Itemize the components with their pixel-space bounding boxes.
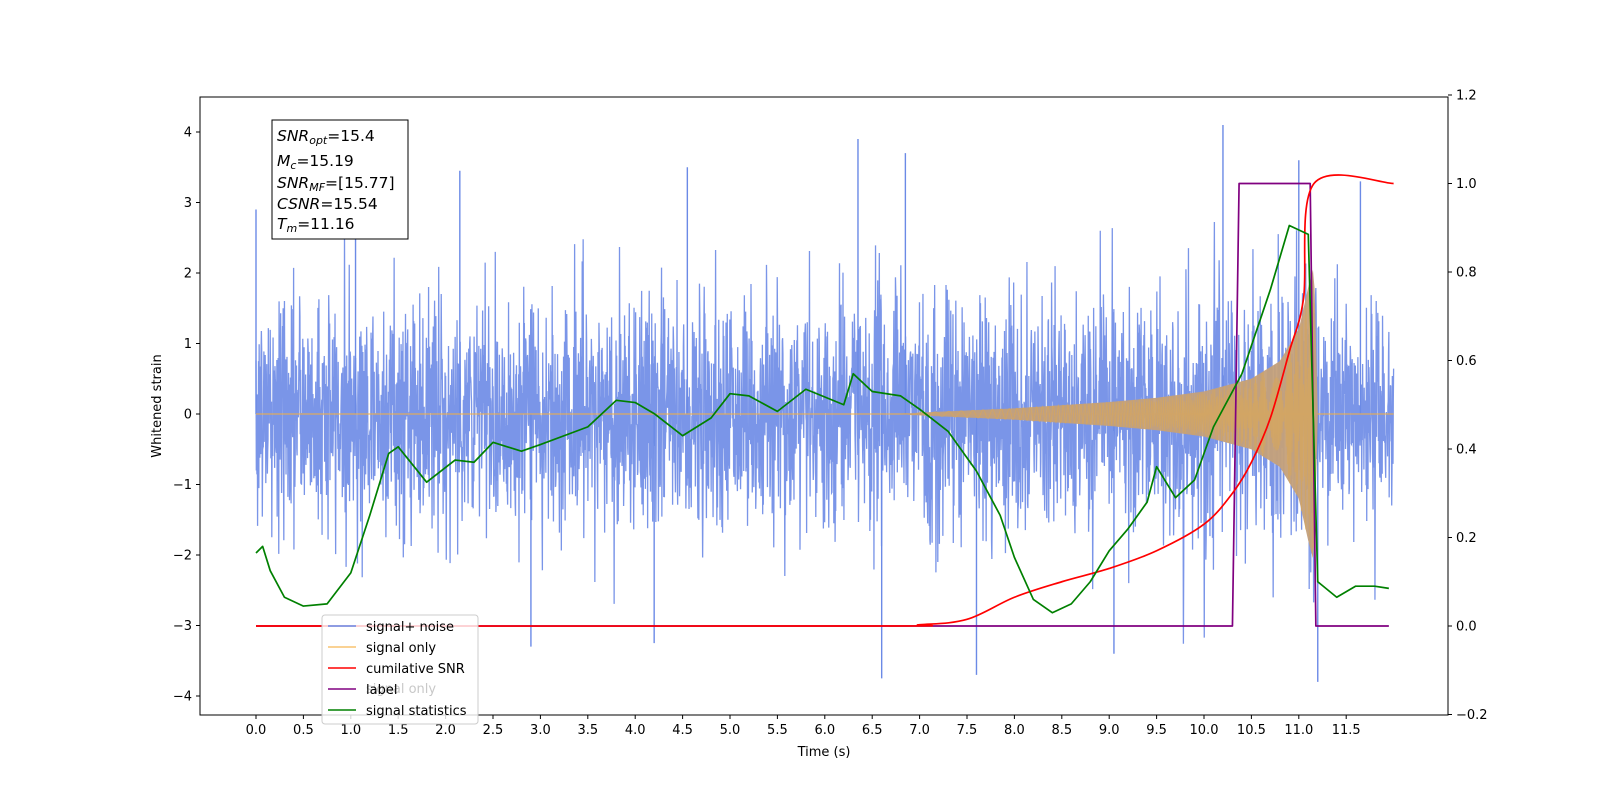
y2-tick-label: 0.0: [1456, 620, 1477, 635]
x-tick-label: 11.0: [1284, 723, 1313, 738]
legend: signal only signal+ noise signal only cu…: [321, 614, 479, 725]
x-axis-label: Time (s): [797, 745, 851, 760]
x-tick-label: 4.0: [625, 723, 646, 738]
signal-only-oscillation: [900, 284, 1315, 557]
x-tick-label: 9.0: [1099, 723, 1120, 738]
annotation-snr-mf: SNRMF=[15.77]: [277, 174, 395, 194]
x-tick-label: 5.0: [720, 723, 741, 738]
x-tick-label: 8.5: [1051, 723, 1072, 738]
annotation-snr-opt: SNRopt=15.4: [277, 127, 375, 147]
legend-entry-label: label: [366, 683, 397, 698]
x-tick-label: 7.5: [957, 723, 978, 738]
x-tick-label: 11.5: [1332, 723, 1361, 738]
x-tick-label: 3.0: [530, 723, 551, 738]
y2-tick-label: 0.8: [1456, 266, 1477, 281]
cumulative-snr-line: [255, 174, 1394, 627]
plot-frame: [199, 96, 1449, 716]
annotation-tm: Tm=11.16: [277, 215, 355, 235]
x-tick-label: 2.0: [435, 723, 456, 738]
legend-entry-cumulative-snr: cumilative SNR: [366, 662, 465, 677]
label-line: [256, 182, 1389, 627]
y-tick-label: 0: [184, 408, 192, 423]
y2-tick-label: 0.2: [1456, 531, 1477, 546]
x-tick-label: 2.5: [483, 723, 504, 738]
x-tick-label: 7.0: [909, 723, 930, 738]
y-tick-label: −1: [173, 478, 192, 493]
x-axis-ticks: 0.0 0.5 1.0 1.5 2.0 2.5 3.0 3.5 4.0 4.5 5.0 5.5 6.0 6…: [246, 715, 1361, 738]
y2-tick-label: 0.6: [1456, 354, 1477, 369]
x-tick-label: 10.5: [1237, 723, 1266, 738]
x-tick-label: 0.0: [246, 723, 267, 738]
legend-entry-signal-only: signal only: [366, 641, 436, 656]
y-tick-label: −2: [173, 549, 192, 564]
signal-noise-trace: [255, 222, 1395, 644]
x-tick-label: 4.5: [672, 723, 693, 738]
legend-frame: [321, 614, 479, 725]
x-tick-label: 6.5: [862, 723, 883, 738]
x-tick-label: 1.0: [340, 723, 361, 738]
x-tick-label: 10.0: [1190, 723, 1219, 738]
y-axis-ticks: 4 3 2 1 0 −1 −2 −3 −4: [173, 126, 200, 705]
y-tick-label: 4: [184, 126, 192, 141]
x-tick-label: 1.5: [388, 723, 409, 738]
y-tick-label: 1: [184, 337, 192, 352]
y-tick-label: 3: [184, 196, 192, 211]
x-tick-label: 9.5: [1146, 723, 1167, 738]
legend-entry-signal-statistics: signal statistics: [366, 704, 467, 719]
y2-tick-label: −0.2: [1456, 708, 1488, 723]
y-tick-label: −3: [173, 619, 192, 634]
annotation-box: SNRopt=15.4 Mc=15.19 SNRMF=[15.77] CSNR=…: [271, 119, 409, 240]
legend-ghost-text: signal only: [366, 682, 436, 697]
overlay-lines-layer: [255, 174, 1394, 627]
y2-tick-label: 1.0: [1456, 177, 1477, 192]
signal-only-layer: [256, 269, 1394, 559]
x-tick-label: 3.5: [577, 723, 598, 738]
x-tick-label: 6.0: [814, 723, 835, 738]
x-tick-label: 5.5: [767, 723, 788, 738]
y2-tick-label: 1.2: [1456, 89, 1477, 104]
x-tick-label: 8.0: [1004, 723, 1025, 738]
y2-tick-label: 0.4: [1456, 443, 1477, 458]
x-tick-label: 0.5: [293, 723, 314, 738]
annotation-csnr: CSNR=15.54: [277, 195, 378, 213]
plot-area: [255, 124, 1395, 682]
y2-axis-ticks: 1.2 1.0 0.8 0.6 0.4 0.2 0.0 −0.2: [1448, 89, 1488, 723]
y-tick-label: 2: [184, 267, 192, 282]
annotation-mc: Mc=15.19: [277, 152, 354, 172]
annotation-frame: [271, 119, 409, 240]
y-axis-label: Whitened strain: [150, 354, 165, 457]
y-tick-label: −4: [173, 690, 192, 705]
signal-statistics-line: [255, 224, 1389, 614]
legend-entry-signal-noise: signal+ noise: [366, 620, 454, 635]
